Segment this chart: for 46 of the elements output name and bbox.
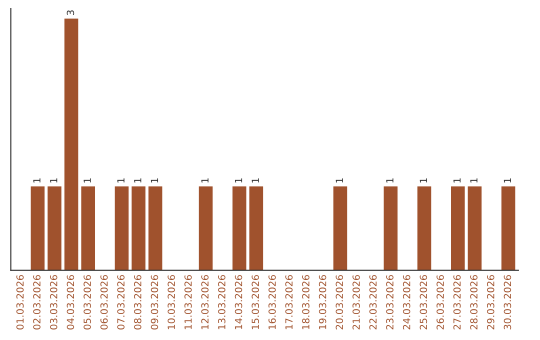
- x-tick-label: 21.03.2026: [352, 275, 360, 330]
- x-tick-label: 03.03.2026: [50, 275, 58, 330]
- x-tick-label: 15.03.2026: [252, 275, 260, 330]
- x-tick-label: 09.03.2026: [150, 275, 158, 330]
- x-tick-label: 20.03.2026: [336, 275, 344, 330]
- x-tick-label: 19.03.2026: [318, 275, 326, 330]
- data-label: 1: [336, 178, 343, 183]
- x-tick-label: 18.03.2026: [302, 275, 310, 330]
- data-label: 1: [33, 178, 40, 183]
- data-label: 3: [66, 10, 74, 16]
- x-tick-label: 28.03.2026: [470, 275, 478, 330]
- x-tick-label: 10.03.2026: [168, 275, 175, 330]
- x-tick-label: 23.03.2026: [386, 275, 394, 330]
- data-label: 1: [386, 178, 394, 183]
- data-label: 1: [504, 178, 511, 183]
- data-label: 1: [134, 178, 142, 183]
- data-label: 1: [420, 178, 427, 183]
- x-tick-label: 08.03.2026: [134, 275, 142, 330]
- x-tick-label: 11.03.2026: [184, 275, 192, 330]
- x-tick-label: 16.03.2026: [268, 275, 276, 330]
- x-tick-label: 29.03.2026: [486, 275, 494, 330]
- x-tick-label: 30.03.2026: [504, 275, 512, 330]
- x-tick-label: 24.03.2026: [402, 275, 410, 330]
- data-label: 1: [84, 178, 91, 183]
- x-tick-label: 05.03.2026: [84, 275, 91, 330]
- x-tick-label: 06.03.2026: [100, 275, 108, 330]
- x-tick-label: 12.03.2026: [201, 275, 209, 330]
- x-tick-label: 17.03.2026: [285, 275, 293, 330]
- data-label: 1: [470, 178, 478, 183]
- data-label: 1: [234, 178, 242, 183]
- data-label: 1: [150, 178, 158, 183]
- x-tick-label: 01.03.2026: [16, 275, 24, 330]
- x-tick-label: 26.03.2026: [436, 275, 444, 330]
- data-label: 1: [252, 178, 259, 183]
- x-tick-label: 27.03.2026: [453, 275, 461, 330]
- data-label: 1: [453, 178, 461, 183]
- x-tick-label: 14.03.2026: [234, 275, 242, 330]
- x-tick-label: 07.03.2026: [117, 275, 125, 330]
- x-tick-label: 04.03.2026: [66, 275, 74, 330]
- data-label: 1: [201, 178, 208, 183]
- x-tick-label: 02.03.2026: [33, 275, 41, 330]
- data-label: 1: [50, 178, 58, 183]
- x-tick-label: 25.03.2026: [420, 275, 428, 330]
- data-label: 1: [117, 178, 124, 183]
- x-tick-label: 13.03.2026: [218, 275, 226, 330]
- x-tick-label: 22.03.2026: [369, 275, 377, 330]
